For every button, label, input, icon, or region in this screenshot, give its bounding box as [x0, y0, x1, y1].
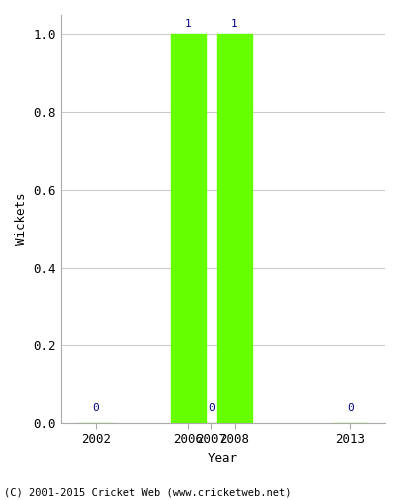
Bar [217, 34, 252, 423]
Text: 0: 0 [347, 404, 354, 413]
Text: (C) 2001-2015 Cricket Web (www.cricketweb.net): (C) 2001-2015 Cricket Web (www.cricketwe… [4, 488, 292, 498]
Y-axis label: Wickets: Wickets [15, 193, 28, 246]
Bar [171, 34, 206, 423]
Text: 1: 1 [231, 18, 238, 28]
Text: 0: 0 [92, 404, 99, 413]
Text: 0: 0 [208, 404, 215, 413]
Text: 1: 1 [185, 18, 192, 28]
X-axis label: Year: Year [208, 452, 238, 465]
